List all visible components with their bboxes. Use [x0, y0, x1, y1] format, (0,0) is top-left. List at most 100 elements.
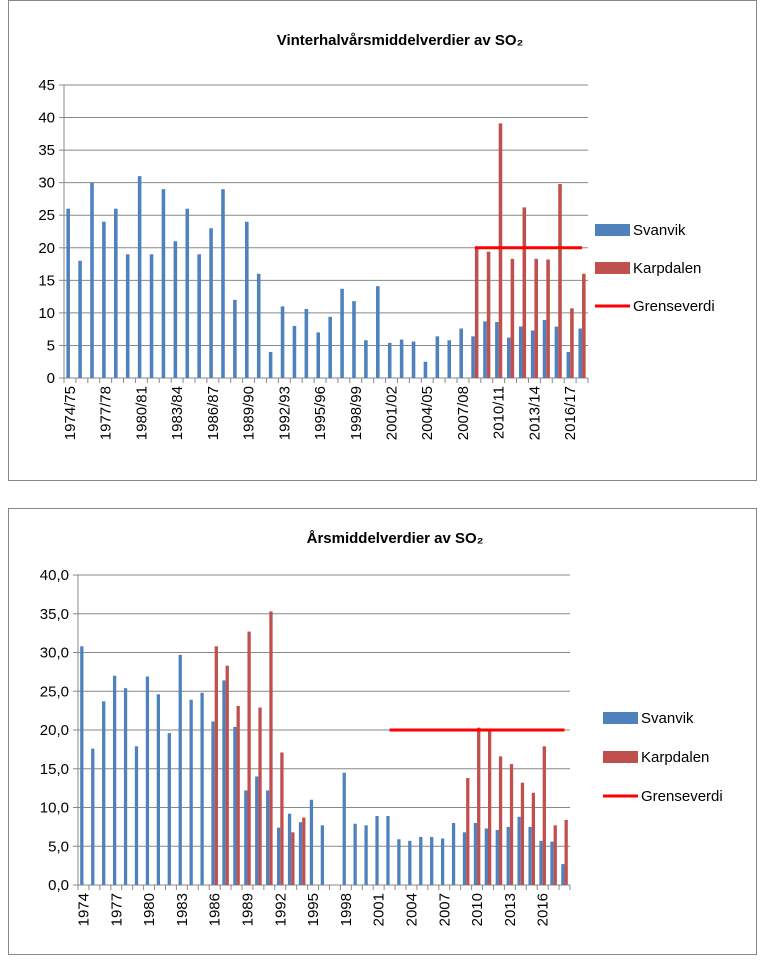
bar: [247, 631, 251, 885]
bar: [78, 260, 82, 378]
bar: [386, 816, 390, 885]
bar: [316, 332, 321, 378]
bar: [280, 752, 284, 885]
bar: [225, 665, 229, 885]
bar: [137, 176, 142, 378]
y-tick-label: 0,0: [48, 877, 69, 894]
x-tick-label: 1998: [338, 893, 355, 926]
bar: [486, 251, 491, 378]
x-tick-label: 1986/87: [205, 386, 222, 440]
bar: [477, 727, 481, 885]
x-tick-label: 1983: [174, 893, 191, 926]
bar: [209, 228, 213, 378]
bar: [364, 825, 368, 885]
legend-label: Grenseverdi: [641, 788, 723, 805]
bar: [570, 308, 574, 378]
bar: [411, 341, 416, 378]
bar: [518, 326, 523, 378]
bar: [471, 336, 475, 378]
bar: [214, 646, 218, 885]
x-tick-label: 2016/17: [562, 386, 579, 440]
bar: [189, 699, 193, 885]
bar: [173, 241, 178, 378]
x-tick-label: 2007/08: [455, 386, 472, 440]
bar: [566, 351, 571, 378]
bar: [167, 733, 171, 885]
bar: [495, 829, 499, 885]
bar: [542, 746, 546, 885]
bar: [484, 828, 488, 885]
x-tick-label: 2001/02: [384, 386, 401, 440]
bar: [399, 339, 404, 378]
bar: [488, 730, 492, 885]
x-tick-label: 2016: [535, 893, 552, 926]
bar: [582, 273, 586, 378]
bar: [419, 836, 423, 885]
bar: [102, 701, 106, 885]
y-tick-label: 40,0: [40, 567, 69, 584]
legend-swatch: [595, 224, 630, 236]
bar: [178, 654, 182, 885]
bar: [558, 183, 562, 378]
bar: [90, 182, 94, 378]
y-tick-label: 40: [38, 110, 55, 127]
bar: [408, 840, 412, 885]
bar: [466, 778, 470, 885]
bar: [268, 351, 273, 378]
bar: [233, 299, 237, 378]
legend-swatch: [595, 262, 630, 274]
bar: [276, 827, 281, 885]
bar: [530, 330, 535, 378]
bar: [447, 340, 452, 378]
bar: [522, 207, 527, 378]
legend-swatch: [603, 712, 638, 724]
bar: [145, 676, 150, 885]
bar: [353, 823, 357, 885]
x-tick-label: 1986: [207, 893, 224, 926]
bar: [440, 838, 445, 885]
x-tick-label: 1974: [75, 893, 92, 926]
bar: [66, 208, 70, 378]
x-tick-label: 1998/99: [348, 386, 365, 440]
y-tick-label: 20: [38, 240, 55, 257]
bar: [506, 826, 510, 885]
y-tick-label: 0: [47, 370, 55, 387]
bar: [309, 799, 314, 885]
x-tick-label: 1980: [141, 893, 158, 926]
bar: [287, 813, 292, 885]
x-tick-label: 1980/81: [133, 386, 150, 440]
legend-label: Svanvik: [633, 222, 686, 239]
x-tick-label: 1995/96: [312, 386, 329, 440]
bar: [550, 841, 554, 885]
chart-title: Årsmiddelverdier av SO₂: [307, 530, 484, 547]
bar: [397, 839, 401, 885]
bar: [102, 221, 106, 378]
y-tick-label: 30,0: [40, 645, 69, 662]
chart-frame: [8, 508, 757, 955]
bar: [233, 726, 237, 885]
legend-label: Grenseverdi: [633, 298, 715, 315]
bar: [258, 707, 262, 885]
x-tick-label: 2010: [469, 893, 486, 926]
bar: [451, 823, 456, 885]
x-tick-label: 2007: [436, 893, 453, 926]
bar: [245, 221, 249, 378]
bar: [507, 337, 511, 378]
bar: [255, 776, 259, 885]
bar: [462, 832, 467, 885]
bar: [134, 746, 139, 885]
x-tick-label: 2013/14: [526, 386, 543, 440]
bar: [114, 208, 118, 378]
x-tick-label: 2010/11: [491, 386, 508, 439]
y-tick-label: 5: [47, 337, 55, 354]
bar: [123, 688, 128, 885]
bar: [553, 825, 557, 885]
bar: [352, 301, 356, 378]
bar: [221, 189, 225, 378]
bar: [200, 692, 204, 885]
legend-label: Karpdalen: [641, 749, 709, 766]
x-tick-label: 1977/78: [98, 386, 115, 440]
bar: [112, 675, 117, 885]
bar: [304, 308, 309, 378]
